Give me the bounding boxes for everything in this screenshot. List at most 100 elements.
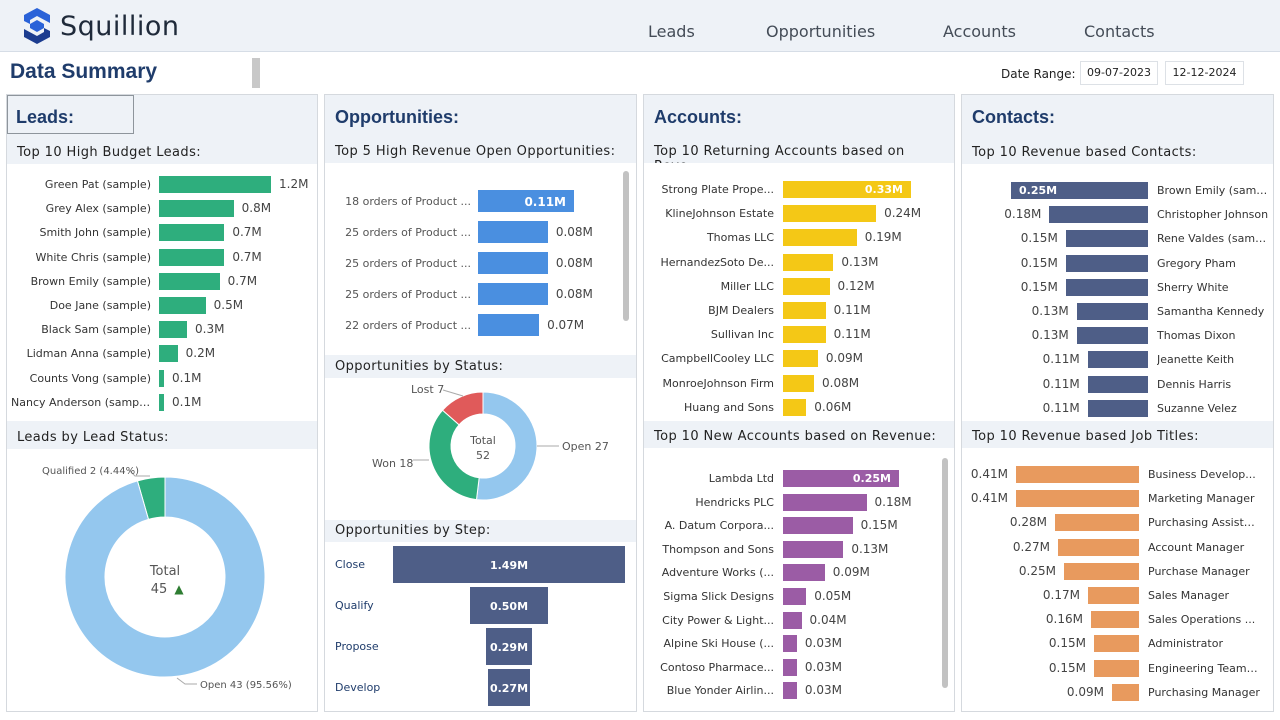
bar[interactable] (478, 283, 548, 305)
date-range-label: Date Range: (1001, 67, 1076, 81)
bar[interactable] (1087, 375, 1148, 393)
bar[interactable] (783, 374, 815, 392)
bar-label: Engineering Team ... (1148, 661, 1260, 675)
bar[interactable] (159, 200, 234, 218)
top-revenue-opp-scrollbar[interactable] (623, 171, 629, 321)
funnel-bar[interactable] (470, 587, 548, 624)
bar[interactable] (1076, 303, 1148, 320)
bar[interactable] (159, 224, 225, 242)
bar[interactable] (478, 221, 548, 243)
bar-value: 0.08M (555, 287, 593, 301)
bar[interactable] (1087, 351, 1148, 369)
bar[interactable] (1055, 514, 1139, 532)
nav-leads[interactable]: Leads (648, 22, 695, 41)
bar-value: 0.06M (814, 399, 852, 414)
bar[interactable] (783, 181, 911, 198)
funnel-bar[interactable] (486, 628, 532, 665)
bar-label: Alpine Ski House (... (663, 637, 774, 651)
donut-slice[interactable] (441, 391, 484, 426)
bar[interactable] (478, 252, 548, 274)
start-date-input[interactable]: 09-07-2023 (1080, 61, 1158, 85)
bar[interactable] (159, 272, 220, 290)
bar[interactable] (1094, 635, 1139, 653)
bar[interactable] (159, 393, 164, 411)
bar[interactable] (783, 205, 877, 223)
bar-value: 0.11M (833, 303, 871, 317)
bar[interactable] (1064, 562, 1139, 580)
app-logo[interactable]: Squillion (22, 4, 180, 48)
bar[interactable] (159, 345, 178, 363)
funnel-bar[interactable] (487, 669, 530, 706)
funnel-value: 0.29M (489, 641, 529, 654)
bar-value: 0.09M (825, 351, 863, 366)
bar[interactable] (159, 297, 206, 314)
donut-slice[interactable] (428, 409, 480, 501)
bar[interactable] (783, 682, 797, 700)
bar[interactable] (783, 253, 834, 271)
opp-status-title: Opportunities by Status: (335, 359, 504, 374)
bar[interactable] (159, 321, 187, 339)
bar[interactable] (1065, 230, 1148, 248)
bar-label: 25 orders of Product ... (345, 288, 471, 301)
bar-label: Grey Alex (sample) (45, 202, 151, 216)
new-accounts-scrollbar[interactable] (942, 458, 948, 688)
trend-up-icon: ▲ (174, 582, 184, 596)
bar[interactable] (783, 658, 797, 676)
bar[interactable] (1065, 278, 1148, 296)
bar-label: Samantha Kennedy (1157, 305, 1265, 318)
bar[interactable] (783, 588, 807, 605)
bar[interactable] (1065, 254, 1148, 272)
bar-label: Gregory Pham (1157, 256, 1236, 270)
bar[interactable] (783, 540, 844, 558)
bar[interactable] (1016, 490, 1139, 508)
nav-opportunities[interactable]: Opportunities (766, 22, 876, 41)
bar[interactable] (783, 564, 825, 582)
funnel-step-label: Qualify (335, 599, 374, 612)
bar[interactable] (783, 350, 818, 368)
bar[interactable] (783, 470, 899, 487)
bar-value: 0.11M (1042, 400, 1080, 415)
funnel-bar[interactable] (393, 546, 625, 583)
bar-label: Jeanette Keith (1157, 353, 1235, 367)
bar[interactable] (159, 369, 164, 387)
end-date-input[interactable]: 12-12-2024 (1165, 61, 1244, 85)
leads-title: Leads: (16, 107, 75, 127)
bar-label: Business Develop... (1148, 468, 1256, 481)
bar[interactable] (478, 190, 574, 212)
bar[interactable] (1094, 659, 1139, 677)
bar[interactable] (783, 326, 826, 344)
bar[interactable] (1049, 206, 1148, 224)
bar[interactable] (783, 398, 807, 416)
donut-slice[interactable] (64, 476, 266, 678)
bar[interactable] (783, 517, 853, 535)
nav-accounts[interactable]: Accounts (943, 22, 1016, 41)
bar[interactable] (783, 635, 797, 653)
bar[interactable] (783, 302, 826, 319)
title-divider (252, 58, 260, 88)
bar[interactable] (1091, 611, 1139, 629)
bar-label: Purchasing Manager (1148, 685, 1260, 699)
bar[interactable] (159, 248, 225, 266)
bar[interactable] (1076, 327, 1148, 345)
leader-line (176, 677, 197, 685)
bar[interactable] (1016, 466, 1139, 483)
bar[interactable] (783, 277, 830, 295)
bar[interactable] (1088, 587, 1139, 604)
bar[interactable] (478, 314, 540, 336)
nav-contacts[interactable]: Contacts (1084, 22, 1155, 41)
bar[interactable] (1058, 538, 1139, 556)
bar-value: 0.03M (804, 659, 842, 674)
bar[interactable] (159, 176, 271, 193)
donut-slice[interactable] (475, 391, 538, 501)
bar[interactable] (783, 229, 857, 247)
bar-label: Green Pat (sample) (44, 178, 151, 191)
bar-label: Strong Plate Prope... (661, 183, 774, 196)
bar[interactable] (1011, 182, 1148, 199)
bar-value: 0.27M (1012, 539, 1050, 554)
bar[interactable] (783, 611, 802, 629)
bar[interactable] (1087, 399, 1148, 417)
bar[interactable] (1112, 683, 1139, 701)
bar[interactable] (783, 493, 867, 511)
bar-value: 0.11M (1042, 376, 1080, 391)
leads-header-box[interactable] (7, 95, 134, 134)
